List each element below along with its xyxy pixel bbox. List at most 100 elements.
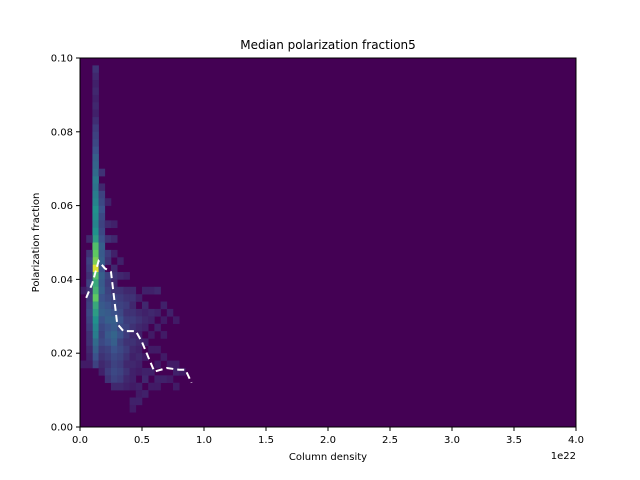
histogram-cell (92, 353, 99, 361)
histogram-cell (86, 308, 93, 317)
histogram-cell (104, 257, 112, 265)
histogram-cell (129, 404, 137, 413)
histogram-cell (135, 367, 143, 376)
histogram-cell (148, 367, 155, 376)
histogram-cell (148, 331, 155, 339)
histogram-cell (135, 382, 143, 391)
histogram-cell (98, 198, 106, 206)
histogram-cell (111, 360, 118, 369)
histogram-cell (166, 308, 174, 317)
histogram-cell (86, 360, 93, 369)
histogram-cell (86, 249, 93, 258)
histogram-cell (154, 286, 161, 295)
histogram-cell (166, 360, 174, 369)
histogram-cell (86, 353, 93, 361)
y-tick-label: 0.08 (51, 127, 73, 138)
histogram-cell (129, 301, 137, 310)
histogram-cell (135, 397, 143, 406)
histogram-cell (86, 264, 93, 273)
histogram-cell (111, 382, 118, 391)
histogram-cell (166, 375, 174, 384)
histogram-cell (98, 235, 106, 243)
histogram-cell (123, 375, 130, 384)
histogram-cell (98, 257, 106, 265)
histogram-cell (98, 272, 106, 280)
histogram-cell (111, 272, 118, 280)
x-tick-label: 2.0 (320, 435, 336, 446)
histogram-cell (148, 286, 155, 295)
histogram-cell (148, 308, 155, 317)
histogram-cell (86, 294, 93, 302)
histogram-cell (148, 382, 155, 391)
histogram-cell (98, 168, 106, 177)
histogram-cell (123, 382, 130, 391)
histogram-cell (92, 153, 99, 162)
histogram-cell (148, 345, 155, 354)
histogram-cell (92, 345, 99, 354)
histogram-cell (111, 308, 118, 317)
histogram-cell (117, 382, 124, 391)
histogram-cell (104, 353, 112, 361)
histogram-cell (98, 345, 106, 354)
histogram-cell (80, 286, 87, 295)
histogram-cell (92, 279, 99, 288)
histogram-cell (104, 375, 112, 384)
histogram-cell (104, 220, 112, 229)
histogram-cell (98, 323, 106, 332)
x-tick-label: 4.0 (568, 435, 584, 446)
histogram-cell (92, 131, 99, 140)
histogram-cell (92, 323, 99, 332)
histogram-cell (92, 242, 99, 251)
histogram-cell (154, 360, 161, 369)
histogram-cell (98, 220, 106, 229)
histogram-cell (111, 323, 118, 332)
histogram-cell (148, 316, 155, 324)
histogram-cell (104, 360, 112, 369)
histogram-cell (111, 286, 118, 295)
histogram-cell (86, 316, 93, 324)
histogram-cell (123, 272, 130, 280)
x-axis: 0.0 0.5 1.0 1.5 2.0 2.5 3.0 3.5 4.0 (72, 427, 584, 446)
histogram-cell (117, 272, 124, 280)
histogram-cell (173, 382, 180, 391)
histogram-cell (92, 308, 99, 317)
x-tick-label: 1.5 (258, 435, 274, 446)
histogram-cell (123, 338, 130, 347)
plot-background (80, 58, 576, 427)
histogram-cell (142, 323, 149, 332)
histogram-cell (160, 375, 168, 384)
histogram-cell (123, 301, 130, 310)
histogram-cell (92, 176, 99, 184)
histogram-cell (92, 168, 99, 177)
histogram-cell (86, 279, 93, 288)
histogram-cell (104, 323, 112, 332)
histogram-cell (104, 367, 112, 376)
histogram-cell (111, 264, 118, 273)
histogram-cell (98, 183, 106, 192)
histogram-cell (98, 242, 106, 251)
histogram-cell (142, 316, 149, 324)
histogram-cell (117, 316, 124, 324)
histogram-cell (142, 353, 149, 361)
histogram-cell (92, 331, 99, 339)
histogram-cell (98, 301, 106, 310)
histogram-cell (135, 294, 143, 302)
histogram-cell (92, 220, 99, 229)
histogram-cell (111, 338, 118, 347)
histogram-cell (123, 360, 130, 369)
y-tick-label: 0.04 (51, 275, 73, 286)
histogram-cell (92, 198, 99, 206)
histogram-cell (142, 390, 149, 398)
histogram-cell (92, 227, 99, 236)
histogram-cell (92, 235, 99, 243)
x-tick-label: 3.0 (444, 435, 460, 446)
histogram-cell (117, 375, 124, 384)
histogram-cell (86, 257, 93, 265)
histogram-cell (104, 338, 112, 347)
y-tick-label: 0.06 (51, 201, 73, 212)
histogram-cell (160, 331, 168, 339)
histogram-cell (98, 360, 106, 369)
histogram-cell (173, 316, 180, 324)
x-axis-label: Column density (289, 452, 367, 463)
histogram-cell (154, 382, 161, 391)
